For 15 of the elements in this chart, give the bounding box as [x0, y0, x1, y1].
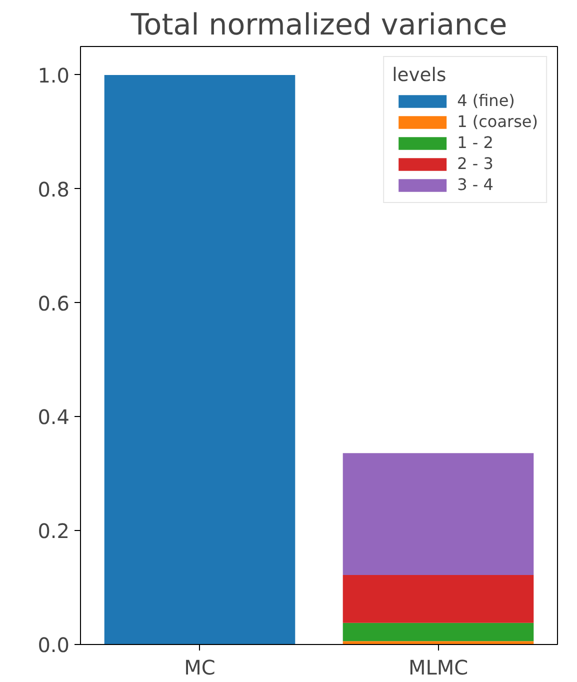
y-tick-label: 1.0: [38, 63, 70, 88]
legend-label: 4 (fine): [457, 91, 515, 110]
y-tick-label: 0.4: [38, 405, 70, 430]
chart-title: Total normalized variance: [130, 8, 508, 42]
legend-label: 3 - 4: [457, 175, 494, 194]
legend-title: levels: [392, 65, 448, 86]
legend-label: 1 (coarse): [457, 112, 538, 131]
x-tick-label: MLMC: [408, 656, 468, 680]
legend-label: 1 - 2: [457, 133, 494, 152]
x-tick-label: MC: [184, 656, 216, 680]
y-tick-label: 0.2: [38, 519, 70, 544]
y-tick-label: 0.0: [38, 633, 70, 657]
y-tick-label: 0.6: [38, 291, 70, 316]
legend-label: 2 - 3: [457, 154, 494, 173]
y-tick-label: 0.8: [38, 177, 70, 202]
